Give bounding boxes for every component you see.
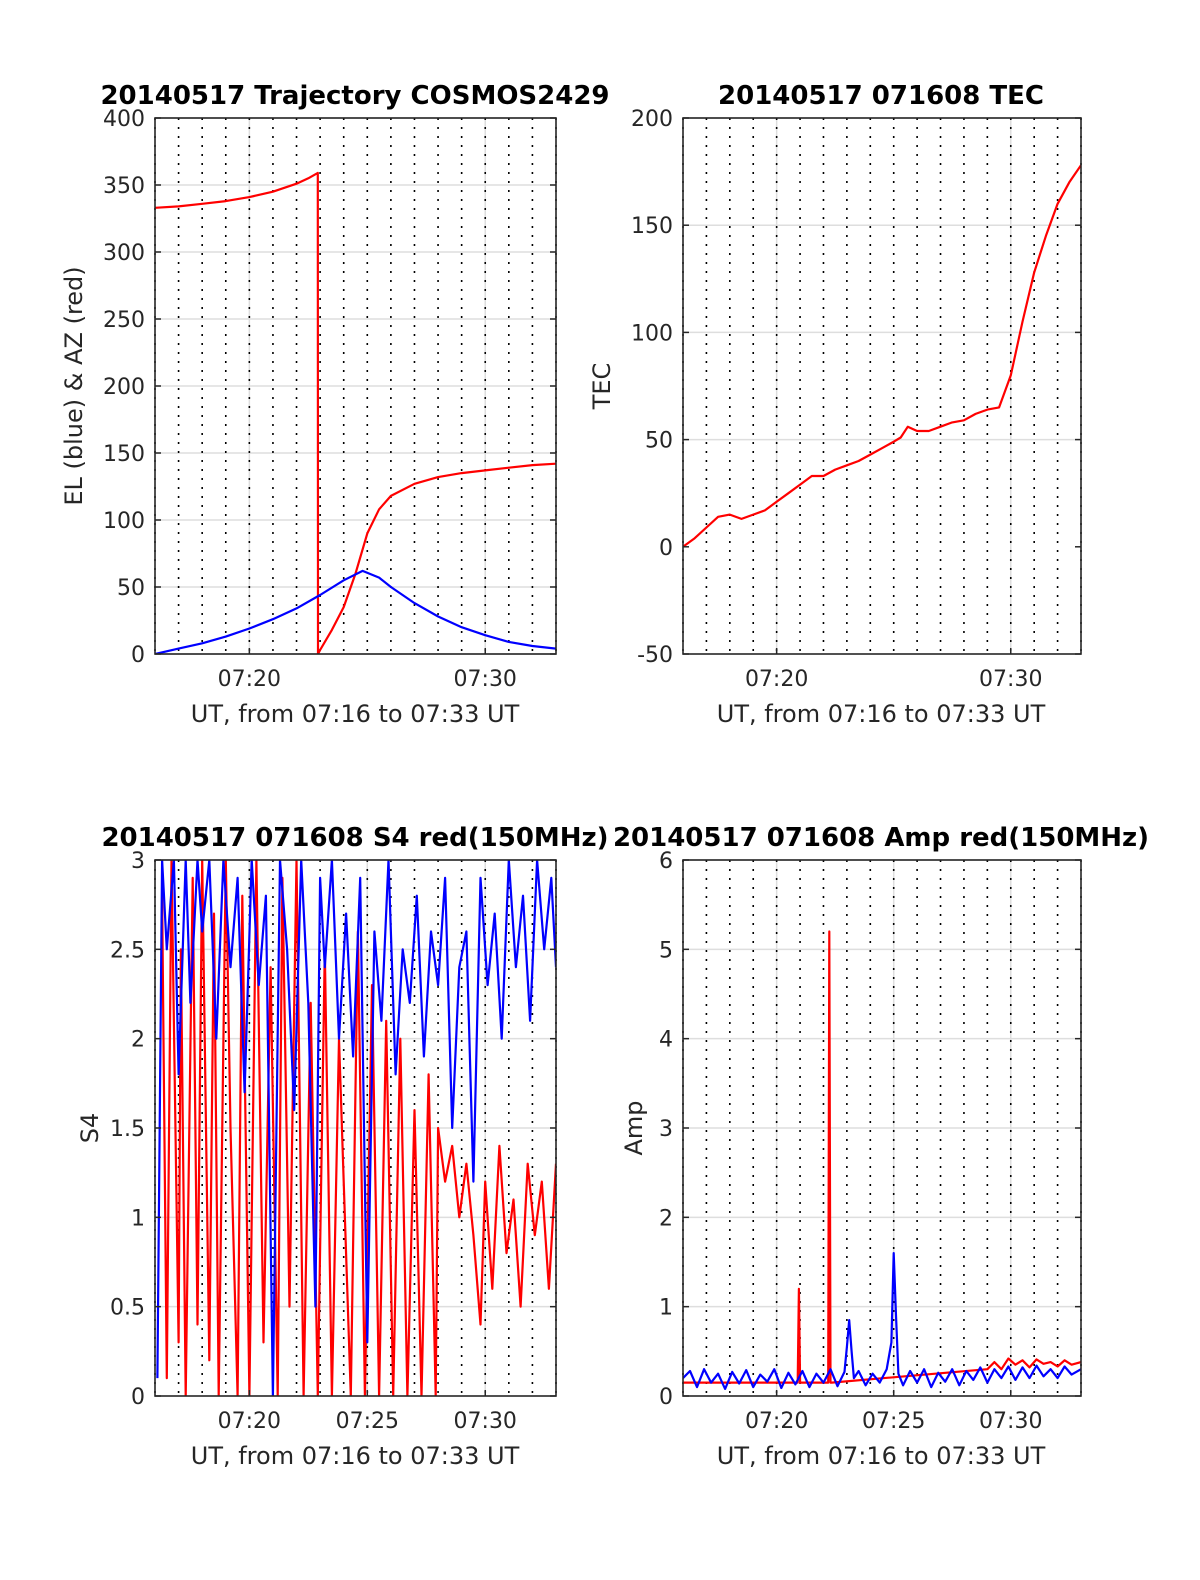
y-tick-label: 400 — [103, 107, 145, 132]
chart-title: 20140517 071608 TEC — [718, 81, 1044, 111]
y-tick-label: 4 — [659, 1028, 673, 1053]
series-line-0 — [155, 171, 556, 654]
y-tick-label: 6 — [659, 849, 673, 874]
y-tick-label: 1 — [659, 1296, 673, 1321]
y-tick-label: 1.5 — [110, 1117, 145, 1142]
y-tick-label: 200 — [103, 375, 145, 400]
y-tick-label: 50 — [645, 429, 673, 454]
chart-amp: 20140517 071608 Amp red(150MHz) UT, from… — [613, 823, 1149, 1470]
x-tick-label: 07:20 — [218, 667, 281, 692]
y-tick-label: 150 — [631, 214, 673, 239]
x-tick-label: 07:30 — [979, 667, 1042, 692]
y-tick-label: 3 — [131, 849, 145, 874]
y-tick-label: 2.5 — [110, 938, 145, 963]
y-tick-label: 1 — [131, 1206, 145, 1231]
y-tick-label: 50 — [117, 576, 145, 601]
x-tick-label: 07:20 — [745, 667, 808, 692]
chart-title: 20140517 Trajectory COSMOS2429 — [100, 81, 609, 111]
y-axis-label: TEC — [588, 363, 616, 411]
y-tick-label: 200 — [631, 107, 673, 132]
x-tick-label: 07:25 — [862, 1409, 925, 1434]
series-line-1 — [156, 860, 556, 1396]
x-axis-label: UT, from 07:16 to 07:33 UT — [717, 700, 1046, 728]
axes-box — [682, 117, 1082, 655]
x-tick-label: 07:30 — [454, 667, 517, 692]
y-tick-label: 300 — [103, 241, 145, 266]
x-axis-label: UT, from 07:16 to 07:33 UT — [191, 1442, 520, 1470]
x-axis-label: UT, from 07:16 to 07:33 UT — [717, 1442, 1046, 1470]
chart-title: 20140517 071608 Amp red(150MHz) — [613, 823, 1149, 853]
y-axis-label: Amp — [620, 1100, 648, 1155]
chart-s4: 20140517 071608 S4 red(150MHz) UT, from … — [76, 823, 609, 1470]
y-tick-label: 0.5 — [110, 1296, 145, 1321]
y-tick-label: 0 — [131, 1385, 145, 1410]
y-tick-label: 0 — [659, 536, 673, 561]
series-line-1 — [683, 1251, 1081, 1391]
x-tick-label: 07:25 — [336, 1409, 399, 1434]
y-tick-label: 250 — [103, 308, 145, 333]
y-tick-label: 2 — [659, 1206, 673, 1231]
y-tick-label: 100 — [631, 321, 673, 346]
y-tick-label: 3 — [659, 1117, 673, 1142]
y-axis-label: S4 — [76, 1113, 104, 1144]
x-axis-label: UT, from 07:16 to 07:33 UT — [191, 700, 520, 728]
y-tick-label: 2 — [131, 1028, 145, 1053]
y-axis-label: EL (blue) & AZ (red) — [60, 266, 88, 505]
x-tick-label: 07:20 — [218, 1409, 281, 1434]
y-tick-label: 0 — [131, 643, 145, 668]
x-tick-label: 07:30 — [454, 1409, 517, 1434]
series-line-1 — [155, 569, 556, 654]
y-tick-label: 100 — [103, 509, 145, 534]
x-tick-label: 07:30 — [979, 1409, 1042, 1434]
chart-tec: 20140517 071608 TEC UT, from 07:16 to 07… — [588, 81, 1082, 728]
x-tick-label: 07:20 — [745, 1409, 808, 1434]
y-tick-label: 150 — [103, 442, 145, 467]
y-tick-label: -50 — [637, 643, 673, 668]
series-line-0 — [683, 930, 1081, 1384]
y-tick-label: 0 — [659, 1385, 673, 1410]
chart-title: 20140517 071608 S4 red(150MHz) — [101, 823, 608, 853]
chart-trajectory: 20140517 Trajectory COSMOS2429 UT, from … — [60, 81, 610, 728]
y-tick-label: 5 — [659, 938, 673, 963]
series-line-0 — [683, 164, 1081, 548]
y-tick-label: 350 — [103, 174, 145, 199]
